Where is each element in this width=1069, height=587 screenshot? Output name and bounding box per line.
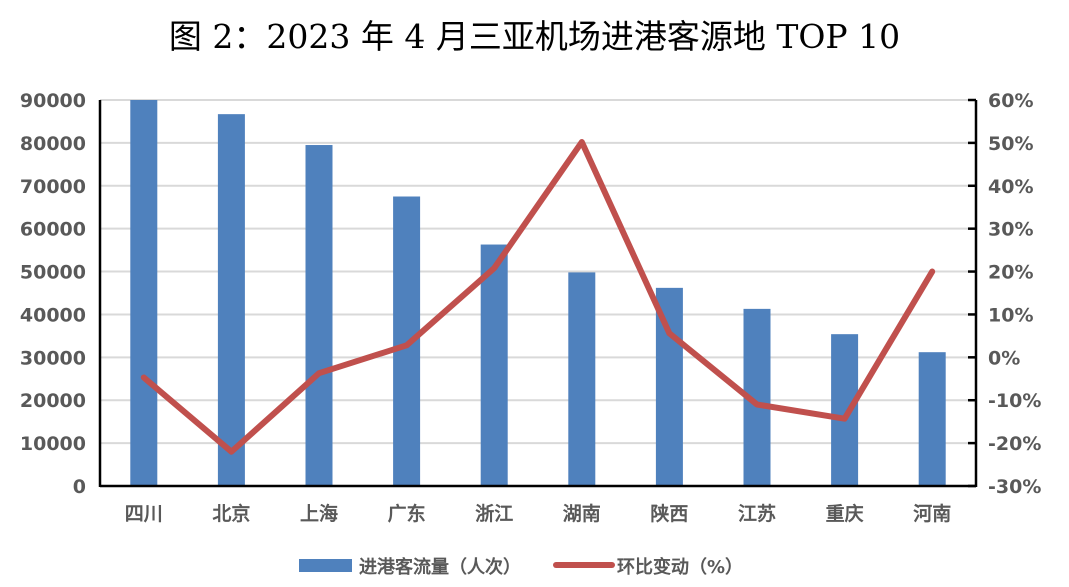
svg-text:-30%: -30% [988,476,1041,498]
gridlines [100,99,976,445]
bar-陕西 [655,287,683,486]
svg-text:北京: 北京 [212,502,250,525]
bar-series [130,100,946,487]
svg-text:江苏: 江苏 [738,502,776,525]
svg-text:60%: 60% [988,90,1033,112]
svg-text:30%: 30% [988,219,1033,241]
bar-四川 [130,100,158,486]
svg-text:40000: 40000 [20,304,86,326]
bar-北京 [217,114,245,487]
bar-重庆 [831,334,859,486]
svg-text:40%: 40% [988,176,1033,198]
svg-text:陕西: 陕西 [650,502,688,525]
x-axis-labels: 四川 北京 上海 广东 浙江 湖南 陕西 江苏 重庆 河南 [125,502,951,525]
svg-text:0: 0 [73,476,86,498]
svg-text:湖南: 湖南 [563,503,601,525]
svg-text:10000: 10000 [20,433,86,455]
svg-text:20%: 20% [988,262,1033,284]
bar-浙江 [480,244,508,486]
svg-text:重庆: 重庆 [826,502,864,525]
svg-text:环比变动（%）: 环比变动（%） [617,556,743,578]
svg-text:90000: 90000 [20,90,86,112]
svg-text:10%: 10% [988,304,1033,326]
left-axis-labels: 0 10000 20000 30000 40000 50000 60000 70000 8000… [20,90,86,498]
svg-text:50%: 50% [988,133,1033,155]
bar-河南 [918,352,946,486]
svg-text:0%: 0% [988,347,1020,369]
right-axis-labels: -30% -20% -10% 0% 10% 20% 30% 40% 50% 60% [988,90,1041,498]
chart-title: 图 2：2023 年 4 月三亚机场进港客源地 TOP 10 [168,17,901,56]
svg-text:广东: 广东 [388,502,426,525]
axes [98,98,978,488]
svg-text:进港客流量（人次）: 进港客流量（人次） [359,556,521,578]
legend: 进港客流量（人次） 环比变动（%） [299,556,743,578]
line-series [140,139,936,455]
svg-text:50000: 50000 [20,262,86,284]
bar-湖南 [568,272,596,486]
svg-text:-20%: -20% [988,433,1041,455]
svg-text:60000: 60000 [20,219,86,241]
svg-text:80000: 80000 [20,133,86,155]
svg-text:-10%: -10% [988,390,1041,412]
bar-上海 [305,145,333,487]
svg-text:上海: 上海 [300,502,338,525]
svg-text:30000: 30000 [20,347,86,369]
svg-text:70000: 70000 [20,176,86,198]
svg-text:四川: 四川 [125,503,163,525]
svg-text:浙江: 浙江 [475,502,513,525]
bar-广东 [393,196,421,486]
line-mom-change [140,139,936,455]
svg-text:河南: 河南 [913,503,951,525]
svg-text:20000: 20000 [20,390,86,412]
